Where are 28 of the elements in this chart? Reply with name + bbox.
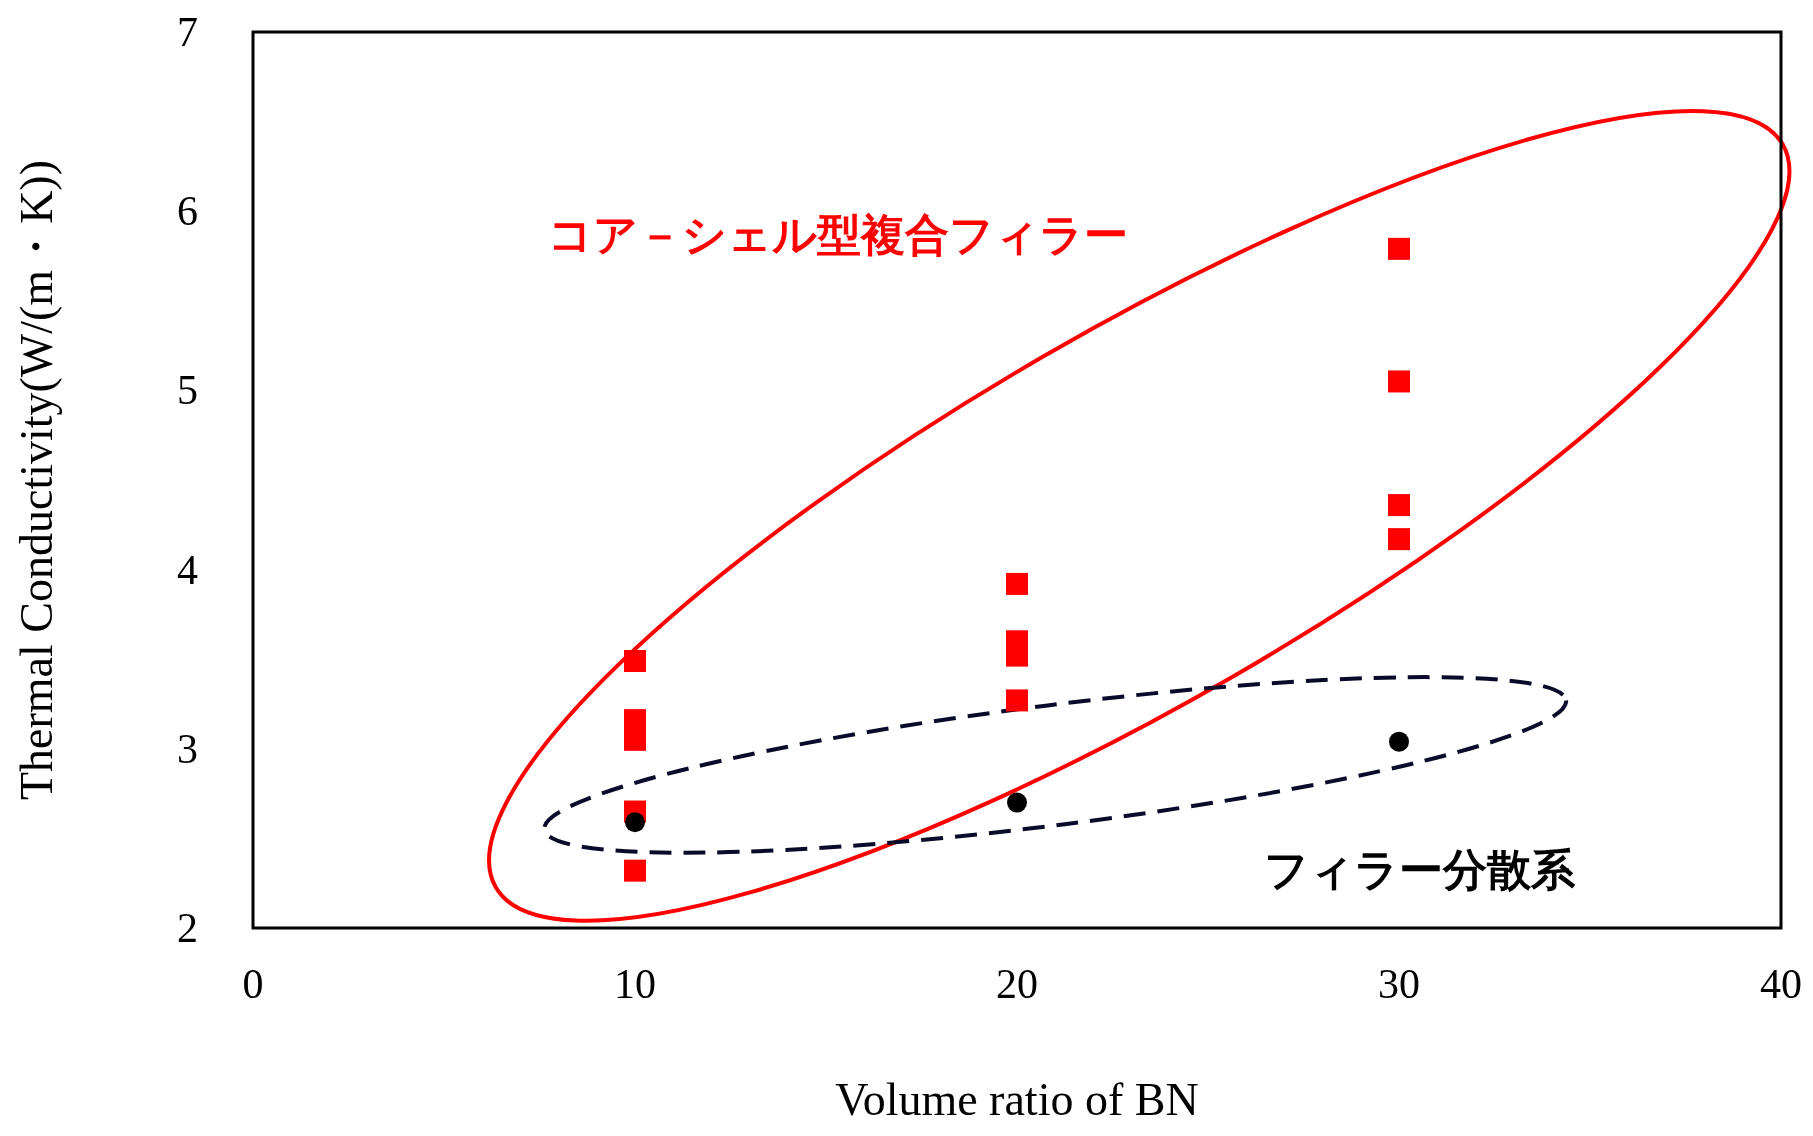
point <box>624 859 646 882</box>
point <box>1388 370 1410 393</box>
x-tick-label: 40 <box>1760 961 1802 1007</box>
point <box>1389 731 1409 752</box>
point <box>1388 237 1410 260</box>
point <box>1006 689 1028 712</box>
x-tick-label: 0 <box>242 961 264 1007</box>
y-tick-label: 4 <box>177 546 198 593</box>
point <box>625 812 645 833</box>
y-tick-label: 5 <box>177 367 198 414</box>
point <box>624 728 646 751</box>
y-tick-label: 6 <box>177 188 198 235</box>
annotation: フィラー分散系 <box>1264 845 1576 894</box>
point <box>1388 528 1410 551</box>
x-tick-label: 30 <box>1378 961 1420 1007</box>
x-tick-label: 10 <box>614 961 656 1007</box>
point <box>1388 494 1410 517</box>
point <box>624 709 646 732</box>
y-axis-title: Thermal Conductivity(W/(m・K)) <box>11 159 62 801</box>
point <box>624 649 646 672</box>
x-axis-title: Volume ratio of BN <box>835 1074 1199 1125</box>
point <box>1006 572 1028 595</box>
y-tick-label: 2 <box>177 905 198 951</box>
x-tick-label: 20 <box>996 961 1038 1007</box>
y-tick-label: 3 <box>177 725 198 772</box>
y-tick-label: 7 <box>177 9 198 55</box>
annotation: コア－シェル型複合フィラー <box>548 210 1128 259</box>
point <box>1007 792 1027 813</box>
